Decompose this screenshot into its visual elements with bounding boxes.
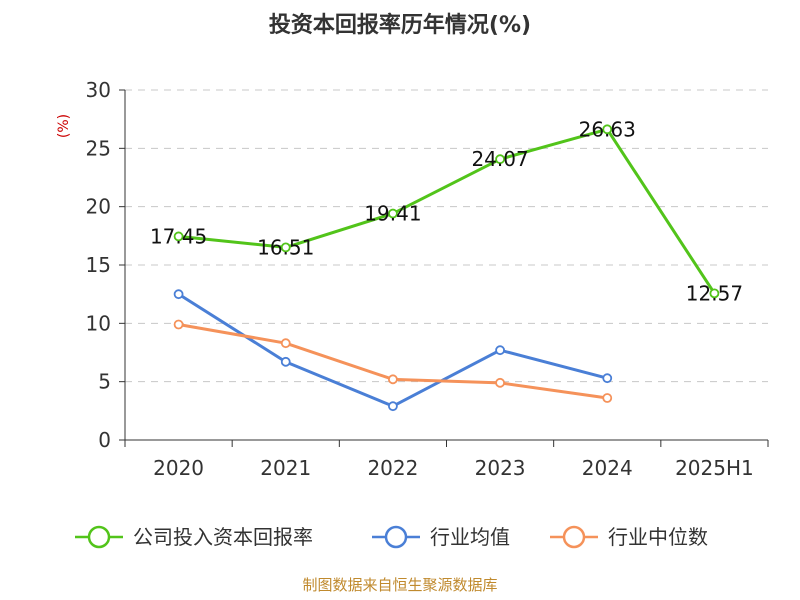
grid: [125, 89, 768, 383]
data-point[interactable]: [495, 154, 505, 165]
data-point[interactable]: [602, 393, 613, 403]
legend-marker: [87, 525, 111, 549]
x-tick-label: 2024: [582, 456, 633, 480]
legend[interactable]: 公司投入资本回报率 行业均值 行业中位数: [75, 525, 708, 549]
data-label: 26.63: [579, 117, 636, 141]
legend-label: 公司投入资本回报率: [133, 525, 313, 549]
data-labels: 17.45 16.51 19.41 24.07 26.63 12.57: [150, 117, 743, 305]
data-point[interactable]: [388, 401, 398, 412]
series: [173, 124, 720, 412]
axes: 0 5 10 15 20 25 30 2020 2021 2022 2023 2024 2025H1: [86, 78, 769, 480]
legend-item[interactable]: 行业均值: [372, 525, 510, 549]
source-note: 制图数据来自恒生聚源数据库: [302, 576, 497, 594]
data-point[interactable]: [602, 373, 613, 384]
x-tick-label: 2022: [367, 456, 418, 480]
legend-item[interactable]: 公司投入资本回报率: [75, 525, 313, 549]
y-axis-unit: (%): [56, 114, 72, 138]
series-line: [178, 127, 716, 295]
y-tick-label: 0: [98, 428, 111, 452]
data-point[interactable]: [709, 288, 720, 299]
y-tick-label: 20: [86, 195, 111, 219]
x-tick-label: 2021: [260, 456, 311, 480]
chart-title: 投资本回报率历年情况(%): [269, 12, 531, 38]
y-tick-label: 30: [86, 78, 111, 102]
data-label: 12.57: [686, 281, 743, 305]
y-tick-label: 15: [86, 253, 111, 277]
data-point[interactable]: [495, 377, 505, 388]
data-point[interactable]: [280, 356, 291, 367]
legend-item[interactable]: 行业中位数: [550, 525, 708, 549]
data-point[interactable]: [173, 289, 184, 300]
data-point[interactable]: [495, 345, 505, 356]
y-tick-label: 5: [98, 370, 111, 394]
data-label: 17.45: [150, 224, 207, 248]
data-label: 19.41: [364, 202, 421, 226]
legend-marker: [562, 525, 586, 549]
legend-label: 行业中位数: [608, 525, 708, 549]
data-point[interactable]: [280, 338, 291, 349]
y-tick-label: 10: [86, 311, 111, 335]
legend-marker: [384, 525, 408, 549]
data-point[interactable]: [388, 374, 398, 385]
legend-label: 行业均值: [430, 525, 510, 549]
x-tick-label: 2025H1: [675, 456, 754, 480]
data-label: 16.51: [257, 235, 314, 259]
data-point[interactable]: [173, 231, 184, 242]
x-tick-label: 2020: [153, 456, 204, 480]
data-label: 24.07: [471, 147, 528, 171]
data-point[interactable]: [280, 242, 291, 253]
y-tick-label: 25: [86, 136, 111, 160]
x-tick-label: 2023: [475, 456, 526, 480]
data-point[interactable]: [173, 319, 184, 330]
data-point[interactable]: [388, 208, 398, 219]
data-point[interactable]: [602, 124, 613, 135]
